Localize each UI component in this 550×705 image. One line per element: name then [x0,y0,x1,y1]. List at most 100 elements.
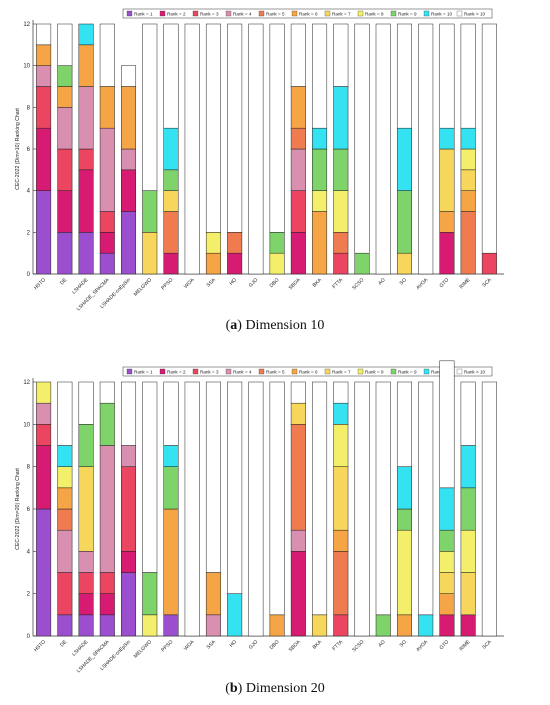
y-tick-label: 8 [27,465,31,471]
bar-segment [312,381,328,616]
bar-segment [36,190,52,275]
legend-label-3: Rank = 3 [200,369,219,374]
bar-segment [78,614,94,637]
bar-segment [121,572,137,637]
bar-segment [396,127,412,191]
bar-segment [205,23,221,233]
x-tick-label: AO [377,277,386,286]
y-tick-label: 12 [23,22,30,28]
legend-swatch-3 [192,10,199,17]
bar-segment [333,252,349,275]
bar-segment [99,252,115,275]
legend-label-2: Rank = 2 [167,11,186,16]
bar-segment [290,402,306,425]
bar-segment [142,614,158,637]
bar-segment [248,23,264,275]
bar-segment [460,148,476,171]
bar-segment [36,44,52,66]
bar-segment [439,572,455,594]
bar-segment [333,466,349,531]
bar-segment [36,127,52,191]
bar-segment [57,23,73,66]
x-tick-label: SBOA [288,277,303,292]
bar-segment [460,529,476,573]
panel-dimension-20: Rank = 1 Rank = 2 Rank = 3 Rank = 4 Rank = 5… [0,358,550,705]
bar-segment [57,529,73,573]
bar-segment [142,190,158,233]
x-tick-label: RIME [458,277,472,291]
bar-segment [481,381,497,637]
bar-segment [439,360,455,489]
bar-segment [57,148,73,191]
bar-segment [78,381,94,425]
x-tick-label: BKA [312,639,324,651]
bar-segment [269,23,285,233]
bar-segment [290,86,306,129]
bar-segment [184,381,200,637]
bar-segment [205,232,221,254]
bar-segment [333,23,349,87]
bar-segment [99,211,115,233]
x-tick-label: SO [399,639,408,648]
legend: Rank = 1 Rank = 2 Rank = 3 Rank = 4 Rank = 5… [122,8,493,19]
bar-segment [163,381,179,446]
legend-label-7: Rank = 7 [332,369,351,374]
x-tick-label: GJO [248,277,260,289]
bar-segment [99,572,115,594]
bar-segment [333,424,349,467]
x-tick-label: BKA [312,277,324,289]
caption-letter-b: b [229,681,238,696]
bar-segment [439,551,455,573]
bar-segment [439,211,455,233]
x-tick-label: RIME [458,639,472,653]
bar-segment [269,252,285,275]
y-axis: 0 2 4 6 8 10 12 CEC-2022 (Dim=20) Ranking Chart [15,378,36,640]
bar-segment [354,381,370,637]
bar-segment [121,211,137,275]
legend-swatch-9 [390,368,397,375]
bar-segment [163,23,179,129]
legend-label-6: Rank = 6 [299,369,318,374]
x-tick-label: SSA [206,277,218,289]
legend-swatch-2 [159,10,166,17]
bar-segment [78,593,94,616]
x-tick-label: SSA [206,639,218,651]
legend-label-8: Rank = 8 [365,11,384,16]
bar-segment [163,466,179,510]
y-tick-label: 4 [27,189,31,195]
x-tick-label: AO [377,639,386,648]
bar-segment [290,127,306,150]
bar-segment [36,65,52,87]
bar-segment [78,232,94,275]
caption-letter-a: a [230,318,238,333]
bar-segment [375,381,391,616]
y-tick-label: 10 [23,422,30,428]
x-tick-label: HSTO [33,639,47,653]
bar-segment [418,23,434,275]
bar-segment [205,614,221,637]
bar-segment [99,402,115,446]
y-tick-label: 12 [23,380,30,386]
x-tick-label: AVOA [415,277,429,291]
x-tick-label: HO [229,277,239,287]
legend-box [122,366,493,377]
bar-segment [121,65,137,87]
legend-swatch-11 [456,10,463,17]
bar-segment [227,232,243,254]
bar-segment [248,381,264,637]
y-tick-label: 0 [27,272,31,278]
bar-segment [290,551,306,637]
legend-label-9: Rank = 9 [398,11,417,16]
x-tick-label: DE [59,277,69,287]
legend-label-4: Rank = 4 [233,369,252,374]
y-tick-label: 6 [27,147,31,153]
legend-swatch-4 [225,10,232,17]
bar-segment [439,487,455,531]
bar-segment [57,466,73,489]
bar-segment [57,508,73,531]
legend-label-8: Rank = 8 [365,369,384,374]
bar-segment [312,127,328,150]
bar-segment [99,381,115,404]
bar-segment [396,381,412,467]
caption-dimension-10: (a) Dimension 10 [225,318,325,333]
